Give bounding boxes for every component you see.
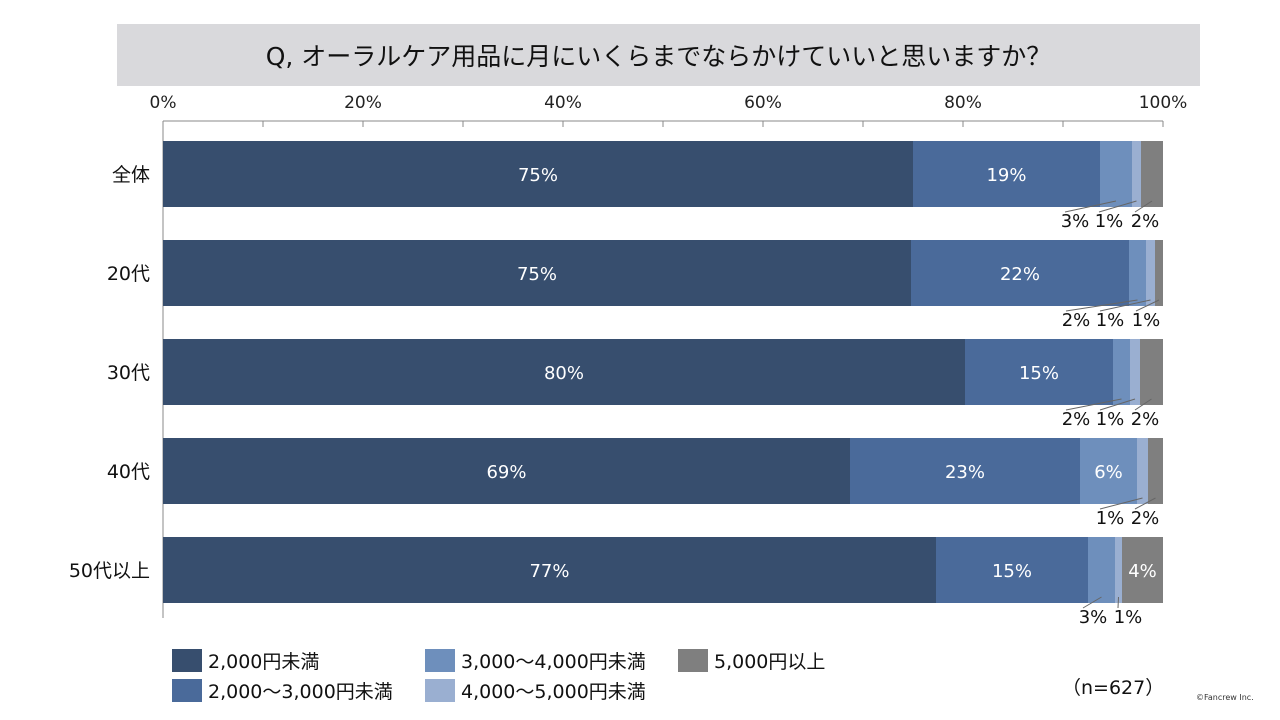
data-label: 1% (1096, 310, 1125, 331)
data-label: 1% (1114, 607, 1143, 628)
leader-line (1065, 299, 1138, 312)
data-label: 22% (1000, 264, 1040, 285)
bar-segment (1113, 339, 1130, 405)
data-label: 6% (1094, 462, 1123, 483)
data-label: 1% (1095, 211, 1124, 232)
data-label: 2% (1131, 211, 1160, 232)
data-label: 3% (1061, 211, 1090, 232)
bar-segment (913, 141, 1100, 207)
x-tick-label: 0% (150, 93, 177, 113)
leader-line (1065, 398, 1122, 411)
bar-segment (163, 339, 965, 405)
bar-segment (965, 339, 1113, 405)
bar-segment (1129, 240, 1146, 306)
x-tick-label: 40% (544, 93, 582, 113)
x-tick-label: 20% (344, 93, 382, 113)
data-label: 1% (1096, 508, 1125, 529)
bar-segment (163, 240, 911, 306)
category-label: 20代 (107, 263, 150, 285)
legend-item-4000-5000: 4,000～5,000円未満 (425, 677, 646, 704)
legend-swatch (678, 649, 708, 672)
category-label: 40代 (107, 461, 150, 483)
data-label: 1% (1132, 310, 1161, 331)
leader-line (1098, 200, 1137, 213)
legend-swatch (425, 649, 455, 672)
bar-segment (911, 240, 1129, 306)
legend-label: 3,000～4,000円未満 (461, 651, 646, 673)
data-label: 2% (1131, 409, 1160, 430)
bar-segment (936, 537, 1088, 603)
legend-item-over-5000: 5,000円以上 (678, 647, 825, 674)
category-label: 30代 (107, 362, 150, 384)
bar-segment (1088, 537, 1115, 603)
legend-item-2000-3000: 2,000～3,000円未満 (172, 677, 393, 704)
bar-segment (1140, 339, 1163, 405)
leader-line (1082, 596, 1102, 609)
leader-line (1134, 497, 1156, 510)
legend-label: 2,000～3,000円未満 (208, 681, 393, 703)
legend-item-3000-4000: 3,000～4,000円未満 (425, 647, 646, 674)
legend-label: 5,000円以上 (714, 651, 826, 673)
legend-item-under-2000: 2,000円未満 (172, 647, 319, 674)
data-label: 2% (1131, 508, 1160, 529)
data-label: 23% (945, 462, 985, 483)
data-label: 75% (517, 264, 557, 285)
legend-label: 4,000～5,000円未満 (461, 681, 646, 703)
bar-segment (1115, 537, 1122, 603)
data-label: 3% (1079, 607, 1108, 628)
x-tick-label: 60% (744, 93, 782, 113)
bar-segment (1100, 141, 1132, 207)
leader-line (1099, 497, 1143, 510)
data-label: 69% (486, 462, 526, 483)
legend-swatch (172, 679, 202, 702)
category-label: 50代以上 (69, 560, 150, 582)
data-label: 15% (1019, 363, 1059, 384)
bar-segment (163, 141, 913, 207)
leader-line (1135, 299, 1160, 312)
legend-swatch (172, 649, 202, 672)
bar-segment (163, 537, 936, 603)
leader-line (1117, 596, 1119, 609)
bar-segment (1155, 240, 1163, 306)
data-label: 80% (544, 363, 584, 384)
bar-segment (1137, 438, 1148, 504)
legend-swatch (425, 679, 455, 702)
bar-segment (850, 438, 1080, 504)
data-label: 2% (1062, 310, 1091, 331)
bar-segment (1132, 141, 1141, 207)
leader-line (1064, 200, 1117, 213)
leader-line (1134, 200, 1153, 213)
bar-segment (1080, 438, 1137, 504)
bar-segment (1130, 339, 1140, 405)
data-label: 2% (1062, 409, 1091, 430)
data-label: 77% (529, 561, 569, 582)
bar-segment (1141, 141, 1163, 207)
data-label: 19% (986, 165, 1026, 186)
x-tick-label: 100% (1139, 93, 1188, 113)
data-label: 15% (992, 561, 1032, 582)
bar-segment (163, 438, 850, 504)
data-label: 1% (1096, 409, 1125, 430)
bar-segment (1146, 240, 1155, 306)
copyright: ©Fancrew Inc. (1196, 693, 1254, 702)
chart-title: Q, オーラルケア用品に月にいくらまでならかけていいと思いますか？ (117, 24, 1200, 86)
x-tick-label: 80% (944, 93, 982, 113)
category-label: 全体 (112, 164, 150, 186)
legend-label: 2,000円未満 (208, 651, 320, 673)
bar-segment (1122, 537, 1163, 603)
data-label: 4% (1128, 561, 1157, 582)
leader-line (1134, 398, 1152, 411)
leader-line (1099, 398, 1136, 411)
bar-segment (1148, 438, 1163, 504)
sample-size: （n=627） (1062, 677, 1165, 699)
leader-line (1099, 299, 1151, 312)
data-label: 75% (518, 165, 558, 186)
